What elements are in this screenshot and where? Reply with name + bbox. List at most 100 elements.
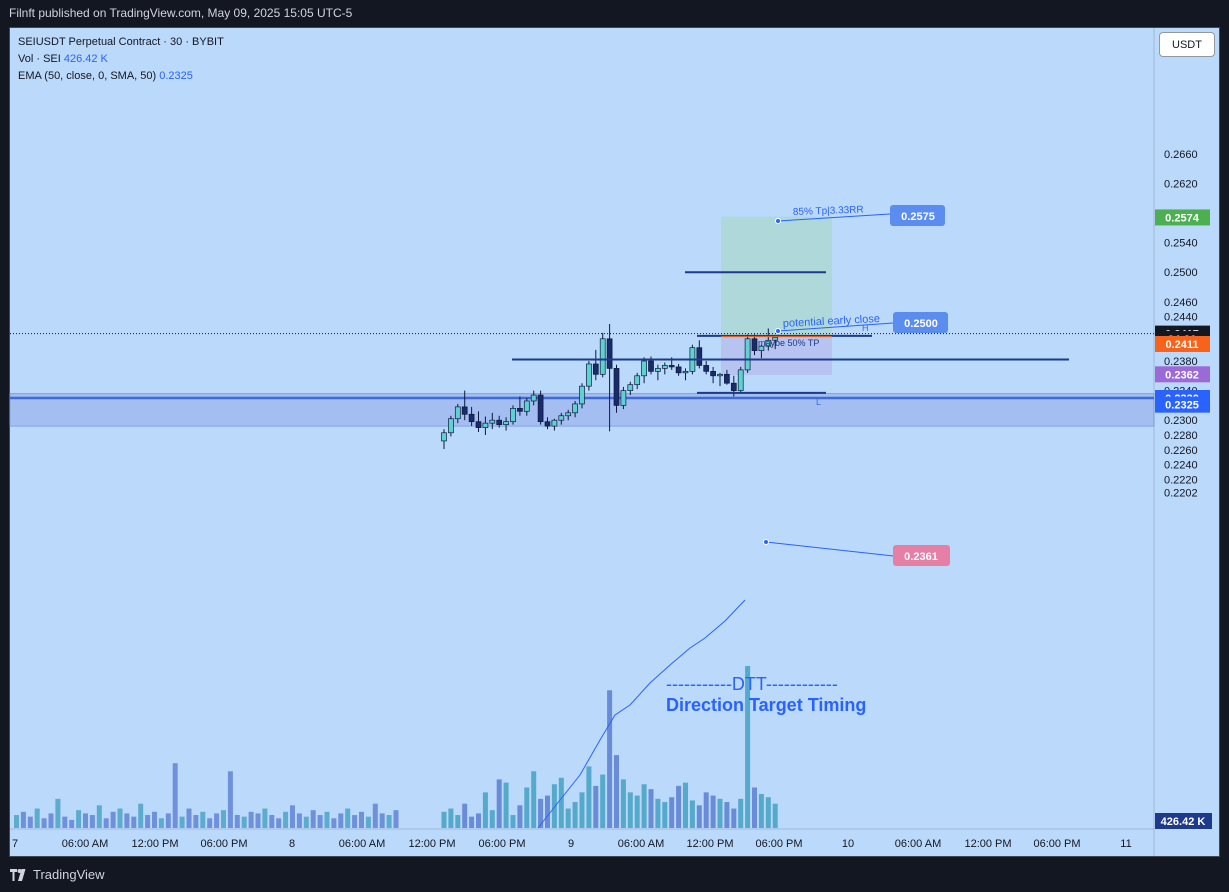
axis-price-badge-text: 0.2325 (1165, 400, 1199, 412)
volume-bar (496, 779, 502, 828)
volume-bar (489, 810, 495, 828)
candle-body[interactable] (634, 375, 641, 386)
candle-body[interactable] (448, 418, 454, 434)
dtt-annotation: -----------DTT------------ Direction Tar… (666, 674, 866, 716)
candle-body[interactable] (441, 432, 447, 442)
volume-bar (441, 811, 447, 828)
volume-bar (524, 787, 530, 828)
volume-bar (752, 787, 757, 828)
candle-body[interactable] (661, 365, 668, 369)
candle-body[interactable] (461, 406, 468, 415)
ema-line[interactable] (537, 599, 746, 829)
candle-body[interactable] (530, 394, 537, 402)
volume-bar (745, 666, 751, 828)
candle-body[interactable] (737, 369, 744, 391)
time-tick-label: 12:00 PM (131, 838, 178, 850)
candle-body[interactable] (613, 368, 620, 406)
chart-frame[interactable] (9, 27, 1220, 857)
candle-body[interactable] (744, 338, 751, 371)
candle-body[interactable] (592, 363, 599, 375)
candle-body[interactable] (765, 339, 772, 347)
candle-body[interactable] (772, 336, 779, 341)
candle-body[interactable] (523, 400, 530, 412)
volume-bar (669, 797, 675, 828)
candle-body[interactable] (579, 385, 585, 405)
tradingview-brand: TradingView (33, 867, 105, 882)
symbol-title[interactable]: SEIUSDT Perpetual Contract · 30 · BYBIT (18, 36, 224, 48)
candle-body[interactable] (724, 373, 730, 384)
tp-callout-anchor (775, 218, 781, 224)
candle-body[interactable] (599, 338, 606, 375)
price-tick-label: 0.2540 (1164, 238, 1198, 250)
candle-body[interactable] (710, 371, 716, 377)
time-tick-label: 9 (568, 838, 574, 850)
candle-body[interactable] (517, 408, 523, 412)
candle-body[interactable] (496, 419, 503, 425)
candle-body[interactable] (655, 368, 661, 372)
volume-bar (772, 803, 778, 828)
tool-price-badge[interactable] (890, 205, 945, 226)
ema-legend[interactable]: EMA (50, close, 0, SMA, 50) 0.2325 (18, 68, 224, 85)
candle-body[interactable] (682, 371, 689, 374)
candle-body[interactable] (586, 363, 592, 387)
volume-bar (221, 810, 226, 828)
price-tick-label: 0.2620 (1164, 178, 1198, 190)
volume-legend[interactable]: Vol · SEI 426.42 K (18, 51, 224, 68)
candle-body[interactable] (648, 360, 654, 372)
candle-body[interactable] (551, 419, 558, 427)
volume-bar (193, 815, 199, 828)
volume-bar (276, 818, 282, 828)
time-tick-label: 06:00 PM (478, 838, 525, 850)
candle-body[interactable] (641, 360, 647, 377)
candle-body[interactable] (620, 390, 627, 406)
dtt-subtitle: Direction Target Timing (666, 695, 867, 715)
stop-loss-zone[interactable] (721, 336, 832, 376)
tool-price-badge[interactable] (893, 312, 948, 333)
candle-body[interactable] (717, 373, 723, 377)
tp-note: 85% Tp|3.33RR (793, 205, 864, 218)
time-tick-label: 06:00 AM (62, 838, 108, 850)
high-marker: H (862, 323, 869, 333)
candle-body[interactable] (696, 347, 703, 366)
volume-bar (627, 792, 633, 828)
volume-legend-value: 426.42 K (63, 53, 108, 65)
volume-bar (200, 811, 206, 828)
candle-body[interactable] (454, 406, 461, 420)
candle-body[interactable] (675, 366, 682, 374)
candle-body[interactable] (537, 394, 544, 423)
volume-bar (131, 816, 137, 828)
candle-body[interactable] (510, 408, 516, 423)
time-tick-label: 8 (289, 838, 295, 850)
tool-price-badge[interactable] (893, 545, 950, 566)
candle-body[interactable] (668, 365, 675, 368)
candle-body[interactable] (475, 421, 482, 428)
candle-body[interactable] (565, 412, 572, 417)
time-tick-label: 12:00 PM (686, 838, 733, 850)
candle-body[interactable] (489, 419, 496, 424)
axis-price-badge (1155, 209, 1210, 226)
candle-body[interactable] (544, 421, 551, 427)
candle-body[interactable] (606, 338, 613, 369)
candle-body[interactable] (703, 365, 710, 372)
volume-bar (696, 805, 702, 828)
volume-bar (338, 813, 344, 828)
candle-body[interactable] (751, 338, 758, 351)
candle-body[interactable] (730, 382, 737, 391)
candle-body[interactable] (758, 345, 765, 351)
take-profit-zone[interactable] (721, 216, 832, 337)
volume-bar (89, 815, 95, 828)
candle-body[interactable] (572, 403, 578, 414)
candle-body[interactable] (627, 384, 634, 391)
candle-body[interactable] (468, 413, 475, 423)
currency-button[interactable]: USDT (1159, 32, 1215, 57)
candle-body[interactable] (558, 415, 565, 421)
price-tick-label: 0.2660 (1164, 149, 1198, 161)
candle-body[interactable] (482, 422, 489, 428)
volume-bar (255, 813, 261, 828)
candle-body[interactable] (503, 421, 509, 425)
volume-bar (476, 813, 481, 828)
volume-bar (724, 802, 730, 828)
footer-bar: TradingView (0, 858, 1229, 892)
price-tick-label: 0.2460 (1164, 297, 1198, 309)
